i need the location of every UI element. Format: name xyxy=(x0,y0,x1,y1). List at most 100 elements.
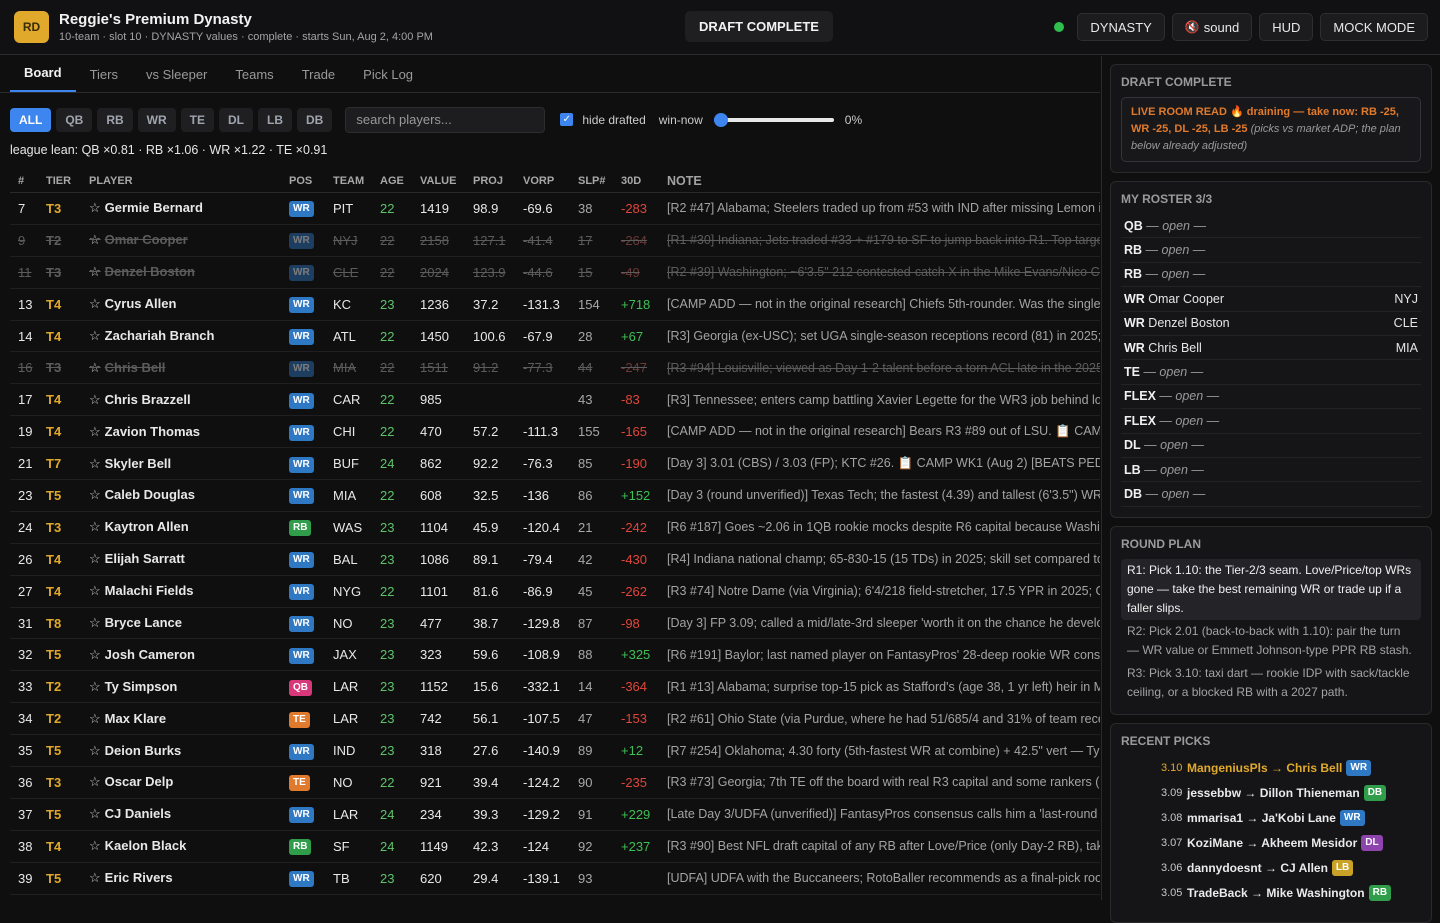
star-icon[interactable]: ☆ xyxy=(89,519,101,535)
player-name[interactable]: Deion Burks xyxy=(104,742,182,758)
star-icon[interactable]: ☆ xyxy=(89,264,101,280)
table-row[interactable]: 34 T2 ☆ Max Klare TE LAR 23 742 56.1 -107.5 47 -153… xyxy=(10,703,1100,736)
star-icon[interactable]: ☆ xyxy=(89,678,101,694)
table-row[interactable]: 19 T4 ☆ Zavion Thomas WR CHI 22 470 57.2 -111.3 15… xyxy=(10,416,1100,449)
player-name[interactable]: Ty Simpson xyxy=(104,678,178,694)
player-name[interactable]: Bryce Lance xyxy=(104,615,182,631)
table-row[interactable]: 17 T4 ☆ Chris Brazzell WR CAR 22 985 43 -83 [R3] T… xyxy=(10,384,1100,417)
star-icon[interactable]: ☆ xyxy=(89,296,101,312)
player-name[interactable]: Max Klare xyxy=(104,710,167,726)
star-icon[interactable]: ☆ xyxy=(89,359,101,375)
table-row[interactable]: 21 T7 ☆ Skyler Bell WR BUF 24 862 92.2 -76.3 85 -19… xyxy=(10,448,1100,481)
slider-knob[interactable] xyxy=(713,112,728,127)
star-icon[interactable]: ☆ xyxy=(89,551,101,567)
column-header[interactable]: VALUE xyxy=(420,175,457,187)
filter-qb[interactable]: QB xyxy=(56,107,93,132)
star-icon[interactable]: ☆ xyxy=(89,742,101,758)
star-icon[interactable]: ☆ xyxy=(89,806,101,822)
table-row[interactable]: 7 T3 ☆ Germie Bernard WR PIT 22 1419 98.9 -69.6 38… xyxy=(10,193,1100,225)
player-name[interactable]: Oscar Delp xyxy=(104,774,174,790)
player-name[interactable]: Zachariah Branch xyxy=(104,328,215,343)
column-header[interactable]: SLP# xyxy=(578,175,606,187)
star-icon[interactable]: ☆ xyxy=(89,838,101,854)
star-icon[interactable]: ☆ xyxy=(89,391,101,407)
win-now-slider[interactable] xyxy=(713,112,834,127)
mock-mode-button[interactable]: MOCK MODE xyxy=(1320,13,1428,41)
star-icon[interactable]: ☆ xyxy=(89,328,101,343)
player-name[interactable]: Eric Rivers xyxy=(104,870,173,886)
column-header[interactable]: VORP xyxy=(523,175,555,187)
column-header[interactable]: NOTE xyxy=(667,174,702,188)
table-row[interactable]: 26 T4 ☆ Elijah Sarratt WR BAL 23 1086 89.1 -79.4 4… xyxy=(10,544,1100,576)
hud-button[interactable]: HUD xyxy=(1259,13,1314,41)
sound-button[interactable]: 🔇 sound xyxy=(1171,13,1253,41)
player-name[interactable]: Skyler Bell xyxy=(104,455,172,471)
star-icon[interactable]: ☆ xyxy=(89,423,101,439)
column-header[interactable]: # xyxy=(18,175,25,187)
filter-wr[interactable]: WR xyxy=(137,107,176,132)
column-header[interactable]: POS xyxy=(289,175,313,187)
filter-te[interactable]: TE xyxy=(180,107,215,132)
table-row[interactable]: 31 T8 ☆ Bryce Lance WR NO 23 477 38.7 -129.8 87 -98… xyxy=(10,608,1100,640)
player-name[interactable]: Omar Cooper xyxy=(104,232,188,248)
column-header[interactable]: AGE xyxy=(380,175,404,187)
column-header[interactable]: 30D xyxy=(621,175,642,187)
player-name[interactable]: Chris Bell xyxy=(104,359,166,375)
player-name[interactable]: Caleb Douglas xyxy=(104,487,195,503)
column-header[interactable]: PROJ xyxy=(473,175,503,187)
filter-rb[interactable]: RB xyxy=(97,107,133,132)
tab-trade[interactable]: Trade xyxy=(301,67,336,82)
player-name[interactable]: Kaytron Allen xyxy=(104,519,189,535)
player-name[interactable]: Elijah Sarratt xyxy=(104,551,185,567)
table-row[interactable]: 14 T4 ☆ Zachariah Branch WR ATL 22 1450 100.6 -67… xyxy=(10,321,1100,353)
search-input[interactable]: search players... xyxy=(345,106,546,133)
player-name[interactable]: Kaelon Black xyxy=(104,838,187,854)
column-header[interactable]: TEAM xyxy=(333,175,365,187)
table-row[interactable]: 16 T3 ☆ Chris Bell WR MIA 22 1511 91.2 -77.3 44 -24… xyxy=(10,352,1100,385)
column-header[interactable]: PLAYER xyxy=(89,175,133,187)
filter-lb[interactable]: LB xyxy=(258,107,293,132)
table-row[interactable]: 9 T2 ☆ Omar Cooper WR NYJ 22 2158 127.1 -41.4 17 -2… xyxy=(10,225,1100,257)
table-row[interactable]: 36 T3 ☆ Oscar Delp TE NO 22 921 39.4 -124.2 90 -235… xyxy=(10,767,1100,799)
dynasty-button[interactable]: DYNASTY xyxy=(1077,13,1165,41)
star-icon[interactable]: ☆ xyxy=(89,583,101,599)
table-row[interactable]: 13 T4 ☆ Cyrus Allen WR KC 23 1236 37.2 -131.3 154 +… xyxy=(10,289,1100,321)
tab-teams[interactable]: Teams xyxy=(235,67,274,82)
player-name[interactable]: Germie Bernard xyxy=(104,200,203,216)
star-icon[interactable]: ☆ xyxy=(89,615,101,631)
table-row[interactable]: 35 T5 ☆ Deion Burks WR IND 23 318 27.6 -140.9 89 +1… xyxy=(10,735,1100,768)
player-name[interactable]: Josh Cameron xyxy=(104,646,195,662)
player-name[interactable]: Zavion Thomas xyxy=(104,423,201,439)
player-name[interactable]: Denzel Boston xyxy=(104,264,195,280)
table-row[interactable]: 39 T5 ☆ Eric Rivers WR TB 23 620 29.4 -139.1 93 [UD… xyxy=(10,863,1100,895)
filter-db[interactable]: DB xyxy=(297,107,333,132)
hide-drafted-checkbox[interactable]: ✓ xyxy=(560,113,574,126)
star-icon[interactable]: ☆ xyxy=(89,774,101,790)
star-icon[interactable]: ☆ xyxy=(89,710,101,726)
star-icon[interactable]: ☆ xyxy=(89,646,101,662)
star-icon[interactable]: ☆ xyxy=(89,487,101,503)
player-name[interactable]: CJ Daniels xyxy=(104,806,172,822)
player-name[interactable]: Chris Brazzell xyxy=(104,391,191,407)
star-icon[interactable]: ☆ xyxy=(89,870,101,886)
player-name[interactable]: Cyrus Allen xyxy=(104,296,177,312)
tab-pick-log[interactable]: Pick Log xyxy=(363,67,414,82)
tab-vs-sleeper[interactable]: vs Sleeper xyxy=(145,67,208,82)
table-row[interactable]: 23 T5 ☆ Caleb Douglas WR MIA 22 608 32.5 -136 86 +1… xyxy=(10,480,1100,512)
table-row[interactable]: 32 T5 ☆ Josh Cameron WR JAX 23 323 59.6 -108.9 88 +… xyxy=(10,639,1100,672)
column-header[interactable]: TIER xyxy=(46,175,72,187)
table-row[interactable]: 33 T2 ☆ Ty Simpson QB LAR 23 1152 15.6 -332.1 14 -3… xyxy=(10,671,1100,704)
filter-all[interactable]: ALL xyxy=(10,107,52,132)
table-row[interactable]: 24 T3 ☆ Kaytron Allen RB WAS 23 1104 45.9 -120.4 2… xyxy=(10,512,1100,544)
filter-dl[interactable]: DL xyxy=(219,107,254,132)
star-icon[interactable]: ☆ xyxy=(89,455,101,471)
table-row[interactable]: 11 T3 ☆ Denzel Boston WR CLE 22 2024 123.9 -44.6 1… xyxy=(10,257,1100,289)
tab-board[interactable]: Board xyxy=(10,65,76,92)
table-row[interactable]: 38 T4 ☆ Kaelon Black RB SF 24 1149 42.3 -124 92 +23… xyxy=(10,831,1100,863)
player-name[interactable]: Malachi Fields xyxy=(104,583,194,599)
star-icon[interactable]: ☆ xyxy=(89,232,101,248)
table-row[interactable]: 37 T5 ☆ CJ Daniels WR LAR 24 234 39.3 -129.2 91 +22… xyxy=(10,799,1100,831)
table-row[interactable]: 27 T4 ☆ Malachi Fields WR NYG 22 1101 81.6 -86.9 4… xyxy=(10,576,1100,608)
star-icon[interactable]: ☆ xyxy=(89,200,101,216)
tab-tiers[interactable]: Tiers xyxy=(89,67,118,82)
